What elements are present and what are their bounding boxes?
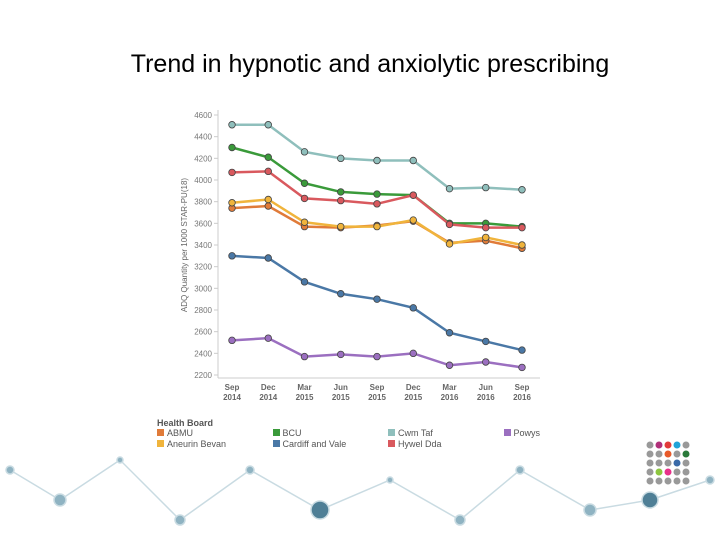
y-tick-label: 3000 (194, 284, 212, 293)
y-tick-label: 2600 (194, 328, 212, 337)
data-point (518, 186, 526, 194)
data-point (482, 233, 490, 242)
data-point (373, 352, 381, 361)
data-point (445, 184, 454, 193)
data-point (300, 148, 309, 156)
y-tick-label: 4400 (194, 133, 212, 142)
data-point (409, 304, 417, 312)
y-tick-label: 4600 (194, 111, 212, 120)
x-tick-label: Sep 2016 (513, 383, 531, 402)
data-point (445, 240, 454, 248)
data-point (228, 336, 236, 345)
title: Trend in hypnotic and anxiolytic prescri… (130, 50, 610, 78)
data-point (518, 223, 526, 232)
data-point (518, 363, 526, 372)
legend-label: Cwm Taf (398, 428, 433, 438)
x-tick-label: Mar 2015 (295, 383, 314, 402)
data-point (337, 222, 345, 231)
data-point (264, 334, 272, 342)
data-point (445, 329, 454, 337)
legend-label: Hywel Dda (398, 439, 442, 449)
data-point (300, 352, 309, 361)
data-point (373, 190, 381, 198)
series-line (231, 254, 523, 352)
legend-label: Cardiff and Vale (282, 439, 347, 449)
data-point (445, 361, 454, 369)
y-axis-title: ADQ Quantity per 1000 STAR-PU(18) (180, 178, 189, 312)
data-point (373, 295, 381, 303)
data-point (373, 156, 381, 165)
data-point (264, 254, 272, 262)
data-point (337, 350, 345, 359)
legend-title: Health Board (157, 418, 214, 428)
legend-swatch (157, 440, 164, 447)
data-point (445, 220, 454, 229)
data-point (337, 290, 345, 298)
data-point (264, 195, 272, 204)
data-point (264, 153, 272, 161)
legend-label: ABMU (167, 428, 194, 438)
y-tick-label: 3200 (194, 263, 212, 272)
y-tick-label: 3800 (194, 198, 212, 207)
y-tick-label: 2800 (194, 306, 212, 315)
legend-swatch (272, 429, 280, 436)
y-tick-label: 4000 (194, 176, 212, 185)
data-point (409, 156, 417, 165)
data-point (337, 188, 345, 196)
data-point (482, 358, 490, 366)
data-point (409, 191, 417, 199)
legend-label: BCU (282, 428, 302, 438)
data-point (228, 143, 236, 152)
data-point (228, 121, 236, 129)
data-point (300, 218, 309, 226)
data-point (264, 121, 272, 129)
y-tick-label: 2200 (194, 371, 212, 380)
x-tick-label: Dec 2015 (404, 383, 423, 402)
data-point (518, 241, 526, 249)
legend-label: Aneurin Bevan (167, 439, 227, 449)
legend-swatch (388, 429, 395, 436)
network-background (5, 456, 715, 526)
data-point (300, 278, 309, 286)
legend-label: Powys (513, 428, 541, 438)
x-tick-label: Dec 2014 (259, 383, 278, 402)
series-line (231, 336, 523, 369)
x-tick-label: Mar 2016 (440, 383, 459, 402)
legend-swatch (272, 440, 280, 447)
data-point (228, 168, 236, 177)
y-tick-label: 2400 (194, 349, 212, 358)
data-point (264, 167, 272, 176)
x-tick-label: Jun 2016 (476, 383, 495, 402)
y-tick-label: 3600 (194, 219, 212, 228)
data-point (264, 202, 272, 210)
data-point (337, 196, 345, 205)
data-point (518, 346, 526, 354)
series-line (231, 170, 522, 229)
legend-swatch (157, 429, 164, 436)
data-point (228, 252, 236, 260)
data-point (300, 179, 309, 187)
data-point (373, 222, 381, 231)
logo (646, 441, 690, 485)
data-point (228, 199, 236, 207)
y-tick-label: 4200 (194, 154, 212, 163)
data-point (337, 154, 345, 163)
x-tick-label: Sep 2015 (368, 383, 386, 402)
data-point (373, 200, 381, 208)
y-tick-label: 3400 (194, 241, 212, 250)
data-point (409, 349, 417, 358)
data-point (482, 337, 490, 346)
data-point (300, 194, 309, 203)
x-tick-label: Sep 2014 (223, 383, 241, 402)
data-point (482, 223, 490, 232)
legend-swatch (503, 429, 511, 436)
legend-swatch (388, 440, 395, 447)
data-point (482, 183, 490, 192)
x-tick-label: Jun 2015 (331, 383, 350, 402)
data-point (409, 216, 417, 224)
